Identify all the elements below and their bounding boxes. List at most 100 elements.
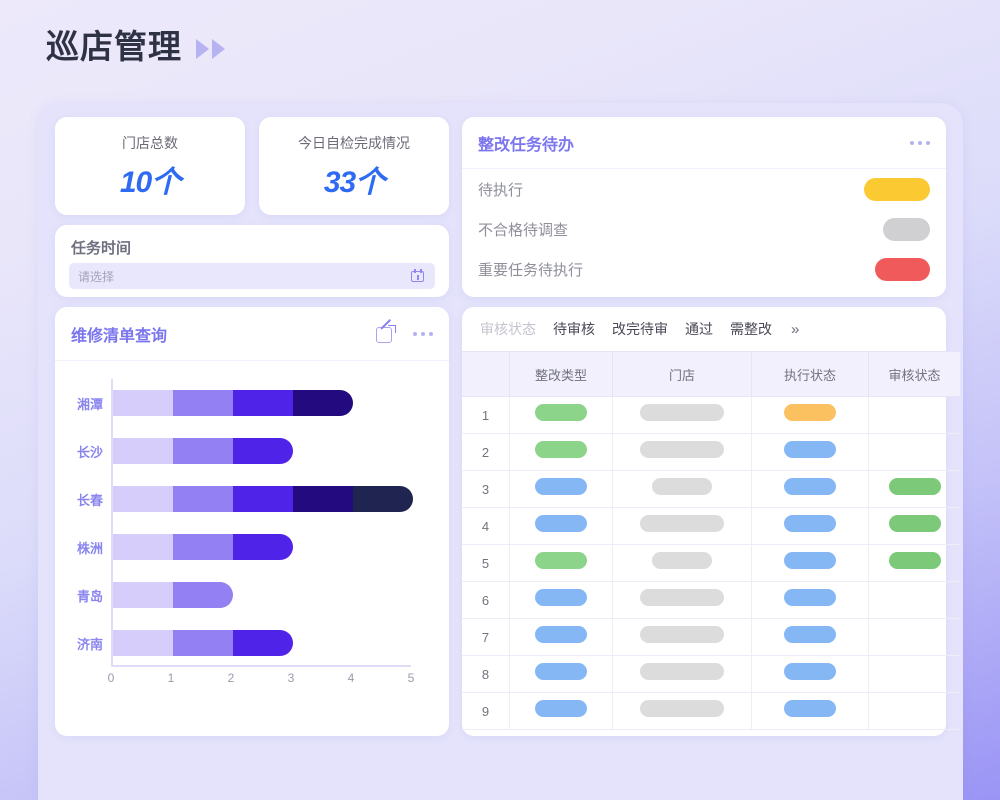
stat-value: 10个 — [119, 166, 181, 199]
bar-row: 青岛 — [77, 582, 233, 608]
tab-3[interactable]: 需整改 — [730, 321, 772, 337]
dashboard-container: 门店总数 10个 今日自检完成情况 33个 任务时间 请选择 维修清单查询 — [38, 103, 963, 800]
x-axis-tick: 3 — [287, 671, 295, 685]
more-horizontal-icon[interactable] — [910, 140, 930, 145]
exec-status-pill — [784, 626, 836, 643]
rectification-type-pill — [535, 478, 587, 495]
audit-status-pill — [888, 552, 941, 569]
exec-status-pill — [784, 700, 836, 717]
tab-2[interactable]: 通过 — [685, 321, 713, 337]
stat-card-store-total: 门店总数 10个 — [55, 117, 245, 215]
table-row[interactable]: 7 — [462, 618, 960, 656]
store-pill — [652, 552, 712, 569]
cell-exec-status — [751, 470, 869, 508]
bar-track — [113, 438, 293, 464]
table-row[interactable]: 3 — [462, 470, 960, 508]
cell-exec-status — [751, 618, 869, 656]
bar-segment — [233, 438, 293, 464]
store-pill — [640, 404, 724, 421]
task-time-label: 任务时间 — [71, 240, 132, 257]
tab-0[interactable]: 待审核 — [553, 321, 595, 337]
audit-status-filter-label: 审核状态 — [480, 321, 536, 337]
exec-status-pill — [784, 478, 836, 495]
rectification-type-pill — [535, 626, 587, 643]
bar-row: 湘潭 — [77, 390, 353, 416]
exec-status-pill — [784, 663, 836, 680]
rectification-type-pill — [535, 663, 587, 680]
store-pill — [640, 515, 724, 532]
bar-category-label: 长沙 — [76, 444, 103, 460]
chart-plot-area: 湘潭长沙长春株洲青岛济南 — [77, 379, 413, 667]
cell-rectification-type — [509, 433, 613, 471]
x-axis-tick: 5 — [407, 671, 415, 685]
share-external-icon[interactable] — [376, 319, 396, 343]
table-row[interactable]: 9 — [462, 692, 960, 730]
stat-card-self-check: 今日自检完成情况 33个 — [259, 117, 449, 215]
more-horizontal-icon[interactable] — [413, 331, 433, 336]
tab-1[interactable]: 改完待审 — [612, 321, 668, 337]
exec-status-pill — [784, 404, 836, 421]
tabs-overflow-icon[interactable]: » — [791, 320, 800, 338]
table-row[interactable]: 2 — [462, 433, 960, 471]
bar-track — [113, 630, 293, 656]
cell-exec-status — [751, 692, 869, 730]
bar-segment — [233, 486, 293, 512]
table-column-header: 审核状态 — [868, 351, 960, 397]
bar-segment — [233, 534, 293, 560]
cell-rectification-type — [509, 544, 613, 582]
exec-status-pill — [784, 589, 836, 606]
x-axis-tick: 1 — [167, 671, 175, 685]
cell-exec-status — [751, 433, 869, 471]
bar-segment — [113, 486, 173, 512]
table-row[interactable]: 4 — [462, 507, 960, 545]
bar-segment — [173, 582, 233, 608]
row-index: 3 — [462, 470, 510, 508]
calendar-icon[interactable] — [411, 268, 426, 284]
bar-row: 济南 — [77, 630, 293, 656]
bar-segment — [293, 390, 353, 416]
cell-store — [612, 396, 752, 434]
table-row[interactable]: 6 — [462, 581, 960, 619]
rectification-todo-card: 整改任务待办 待执行 不合格待调查 重要任务待执行 — [462, 117, 946, 297]
table-row[interactable]: 1 — [462, 396, 960, 434]
rectification-type-pill — [535, 404, 587, 421]
task-time-card: 任务时间 请选择 — [55, 225, 449, 297]
cell-store — [612, 433, 752, 471]
bar-segment — [113, 390, 173, 416]
cell-rectification-type — [509, 581, 613, 619]
cell-store — [612, 692, 752, 730]
double-triangle-right-icon — [196, 38, 225, 59]
table-row[interactable]: 8 — [462, 655, 960, 693]
audit-status-tabs: 审核状态 待审核 改完待审 通过 需整改 » — [462, 307, 946, 351]
todo-row[interactable]: 待执行 — [462, 169, 946, 209]
x-axis-tick: 2 — [227, 671, 235, 685]
bar-category-label: 株洲 — [76, 540, 103, 556]
bar-category-label: 青岛 — [76, 588, 103, 604]
bar-segment — [233, 390, 293, 416]
exec-status-pill — [784, 441, 836, 458]
page-header: 巡店管理 — [46, 30, 225, 63]
bar-segment — [173, 438, 233, 464]
cell-exec-status — [751, 544, 869, 582]
store-pill — [640, 589, 724, 606]
bar-segment — [113, 630, 173, 656]
table-column-header: 门店 — [612, 351, 752, 397]
row-index: 1 — [462, 396, 510, 434]
bar-segment — [113, 438, 173, 464]
cell-rectification-type — [509, 655, 613, 693]
bar-segment — [173, 486, 233, 512]
stat-label: 今日自检完成情况 — [298, 135, 410, 151]
store-pill — [640, 663, 724, 680]
store-pill — [640, 626, 724, 643]
todo-row[interactable]: 重要任务待执行 — [462, 249, 946, 289]
table-row[interactable]: 5 — [462, 544, 960, 582]
bar-segment — [293, 486, 353, 512]
todo-row[interactable]: 不合格待调查 — [462, 209, 946, 249]
cell-audit-status — [868, 655, 960, 693]
todo-card-title: 整改任务待办 — [478, 136, 575, 154]
bar-row: 长春 — [77, 486, 413, 512]
cell-exec-status — [751, 581, 869, 619]
task-time-input[interactable]: 请选择 — [69, 263, 435, 289]
cell-audit-status — [868, 507, 960, 545]
bar-segment — [113, 582, 173, 608]
